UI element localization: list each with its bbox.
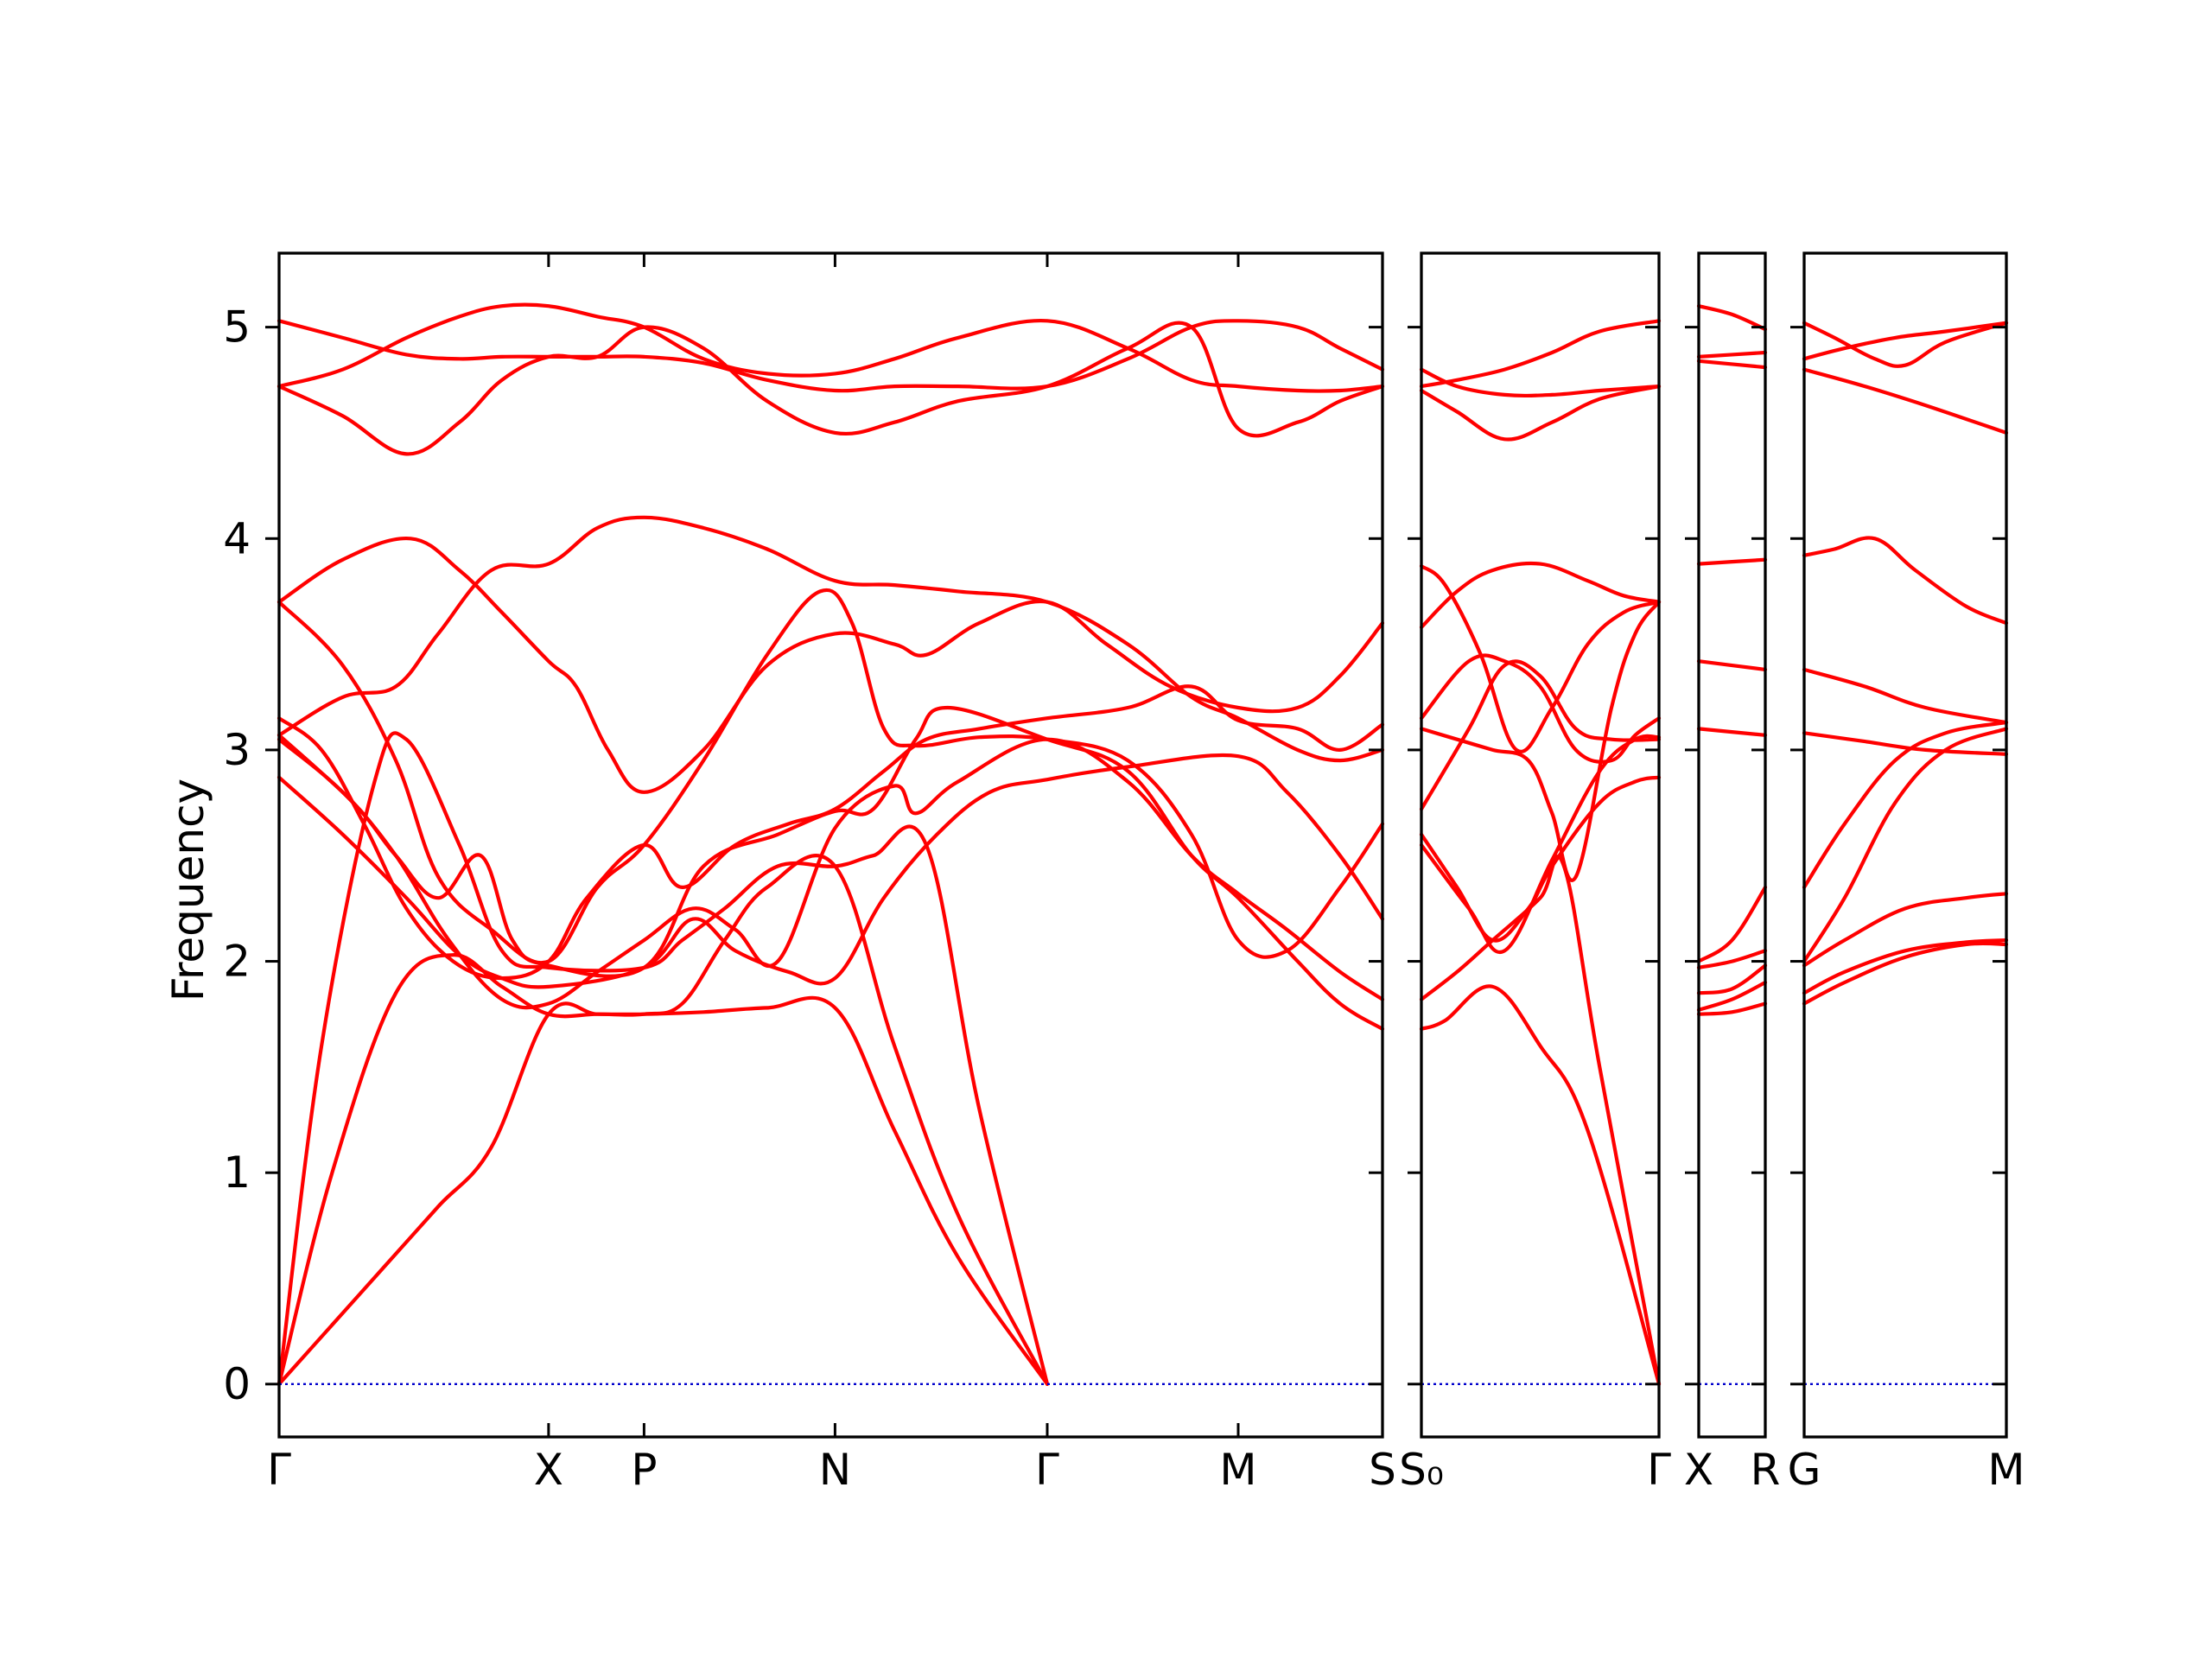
panel-2: S₀ Γ bbox=[1399, 251, 1671, 1495]
band-line-3 bbox=[1802, 892, 2009, 968]
band-line-3 bbox=[1419, 775, 1662, 943]
band-line-9 bbox=[276, 515, 1385, 763]
band-line-4 bbox=[1802, 727, 2009, 963]
x-tick-label: G bbox=[1788, 1445, 1821, 1495]
band-line-4 bbox=[1419, 734, 1662, 955]
y-tick-label: 1 bbox=[223, 1147, 251, 1198]
band-line-9 bbox=[1802, 367, 2009, 435]
band-line-5 bbox=[1802, 721, 2009, 889]
x-tick-label: S bbox=[1369, 1445, 1396, 1495]
band-line-6 bbox=[1802, 731, 2009, 756]
plot-frame bbox=[1420, 251, 1661, 1439]
band-line-5 bbox=[1696, 885, 1768, 963]
x-tick-label: M bbox=[1987, 1445, 2024, 1495]
band-line-1 bbox=[1419, 984, 1662, 1386]
band-line-8 bbox=[276, 588, 1385, 965]
band-line-5 bbox=[1419, 659, 1662, 811]
y-axis-title: Frequency bbox=[163, 779, 213, 1001]
band-line-3 bbox=[276, 731, 1050, 1386]
band-line-2 bbox=[276, 854, 1050, 1386]
band-line-8 bbox=[1802, 536, 2009, 626]
plot-frame bbox=[1802, 251, 2008, 1439]
plot-frame bbox=[277, 251, 1384, 1439]
band-line-1 bbox=[276, 995, 1050, 1386]
band-line-8 bbox=[1419, 561, 1662, 630]
band-line-3 bbox=[1696, 963, 1768, 995]
x-tick-label: R bbox=[1751, 1445, 1781, 1495]
band-line-1 bbox=[1802, 941, 2009, 1006]
band-group bbox=[1696, 304, 1768, 1016]
band-line-11 bbox=[1696, 304, 1768, 332]
band-line-7 bbox=[1419, 600, 1662, 882]
panel-1: 0 1 2 3 4 5 Γ X P N Γ M S bbox=[223, 251, 1396, 1495]
band-line-9 bbox=[1419, 564, 1662, 753]
band-line-1 bbox=[1696, 1001, 1768, 1016]
x-tick-label: Γ bbox=[1647, 1445, 1671, 1495]
band-line-4 bbox=[1696, 949, 1768, 969]
x-tick-label: Γ bbox=[267, 1445, 291, 1495]
band-line-9 bbox=[1696, 359, 1768, 370]
band-line-10 bbox=[276, 536, 1385, 794]
band-line-8 bbox=[1696, 557, 1768, 566]
band-line-10 bbox=[1419, 385, 1662, 442]
x-tick-label: N bbox=[819, 1445, 851, 1495]
band-line-2 bbox=[1802, 938, 2009, 995]
x-tick-label: S₀ bbox=[1399, 1445, 1444, 1495]
band-line-12 bbox=[1419, 367, 1662, 398]
band-line-6 bbox=[1419, 653, 1662, 764]
band-group bbox=[1419, 319, 1662, 1386]
y-tick-label: 4 bbox=[223, 513, 251, 563]
y-tick-label: 5 bbox=[223, 302, 251, 353]
plot-frame bbox=[1697, 251, 1767, 1439]
band-group bbox=[1802, 321, 2009, 1006]
band-line-10 bbox=[1696, 350, 1768, 359]
band-line-13 bbox=[276, 319, 1385, 393]
x-tick-label: Γ bbox=[1035, 1445, 1059, 1495]
x-tick-label: X bbox=[534, 1445, 563, 1495]
band-line-7 bbox=[1696, 659, 1768, 671]
band-line-6 bbox=[1696, 727, 1768, 737]
band-line-10 bbox=[1802, 321, 2009, 361]
band-line-2 bbox=[1419, 855, 1662, 1386]
band-line-5 bbox=[276, 737, 1385, 1010]
y-tick-label: 0 bbox=[223, 1359, 251, 1409]
x-tick-label: P bbox=[631, 1445, 657, 1495]
band-line-11 bbox=[1802, 321, 2009, 368]
band-line-7 bbox=[276, 684, 1385, 981]
band-line-6 bbox=[276, 705, 1385, 1031]
band-line-2 bbox=[1696, 980, 1768, 1012]
y-tick-label: 3 bbox=[223, 725, 251, 775]
y-tick-label: 2 bbox=[223, 937, 251, 987]
band-line-12 bbox=[276, 302, 1385, 393]
band-line-11 bbox=[1419, 319, 1662, 389]
x-tick-label: M bbox=[1219, 1445, 1256, 1495]
band-group bbox=[276, 302, 1385, 1386]
band-line-7 bbox=[1802, 667, 2009, 725]
x-tick-label: X bbox=[1684, 1445, 1713, 1495]
band-line-11 bbox=[276, 321, 1385, 456]
